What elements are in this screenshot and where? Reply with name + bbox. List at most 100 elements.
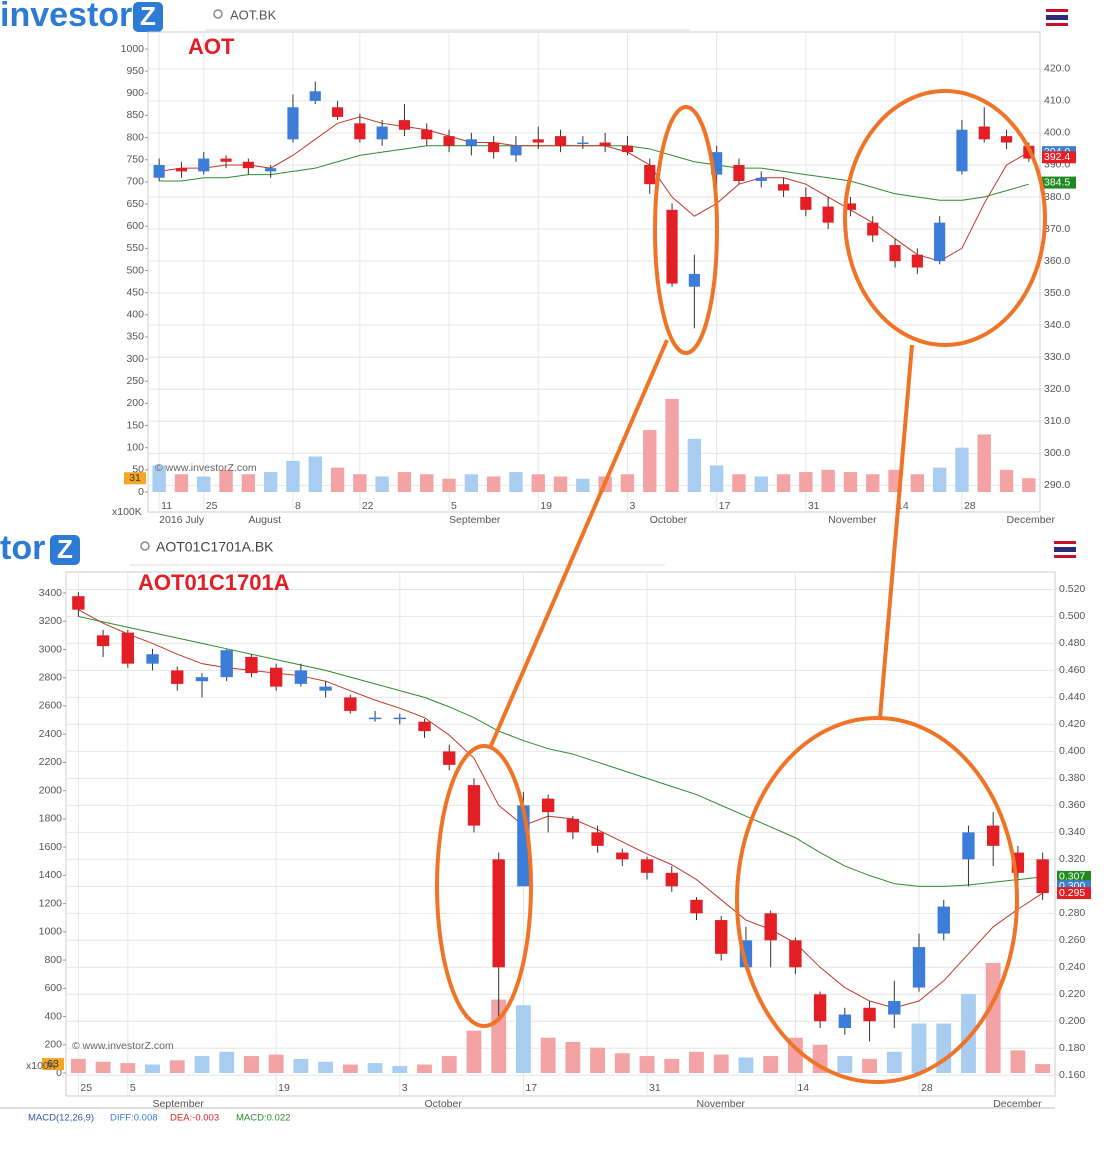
y-tick-label: 330.0 <box>1044 351 1070 363</box>
y-tick-label: 0.400 <box>1059 745 1085 757</box>
volume-bar <box>977 434 991 492</box>
volume-tick-label: 150 <box>126 419 144 431</box>
candle-body <box>418 721 431 732</box>
candle-body <box>532 139 544 143</box>
volume-bar <box>397 472 412 492</box>
x-tick-label: 14 <box>797 1082 809 1094</box>
volume-bar <box>353 474 367 492</box>
logo-box-2 <box>50 535 80 565</box>
y-tick-label: 300.0 <box>1044 447 1070 459</box>
flag-2[interactable] <box>1054 541 1076 558</box>
candle-body <box>331 107 344 117</box>
y-tick-label: 0.180 <box>1059 1042 1085 1054</box>
volume-tick-label: 50 <box>132 464 144 476</box>
month-label: September <box>153 1098 205 1110</box>
y-tick-label: 310.0 <box>1044 415 1070 427</box>
candle-body <box>621 145 634 153</box>
macd-label: DEA:-0.003 <box>170 1113 219 1124</box>
volume-tick-label: 2400 <box>39 728 63 740</box>
x-tick-label: 3 <box>402 1082 408 1094</box>
volume-bar <box>961 993 976 1073</box>
volume-tick-label: 750 <box>126 154 144 166</box>
volume-bar <box>219 469 233 492</box>
candle-body <box>96 635 110 647</box>
volume-tick-label: 200 <box>44 1039 62 1051</box>
volume-bar <box>799 472 813 492</box>
candle-body <box>146 654 159 664</box>
volume-bar <box>466 1030 482 1073</box>
volume-tick-label: 0 <box>56 1067 62 1079</box>
volume-tick-label: 800 <box>126 131 144 143</box>
volume-tick-label: 500 <box>126 264 144 276</box>
candle-body <box>465 139 477 146</box>
volume-bar <box>515 1005 531 1073</box>
volume-bar <box>837 1056 853 1073</box>
x-tick-label: 28 <box>964 500 976 512</box>
moving-average <box>159 145 1029 201</box>
flag[interactable] <box>1046 9 1068 26</box>
volume-tick-label: 3400 <box>39 587 63 599</box>
volume-tick-label: 350 <box>126 331 144 343</box>
moving-average <box>78 615 1043 887</box>
candle-body <box>294 670 308 684</box>
candle-body <box>171 670 184 684</box>
candle-body <box>838 1014 852 1029</box>
volume-bar <box>664 1058 680 1073</box>
x-tick-label: 8 <box>295 500 301 512</box>
volume-bar <box>999 469 1014 492</box>
volume-tick-label: 100 <box>126 441 144 453</box>
month-label: December <box>1007 514 1056 526</box>
volume-bar <box>219 1051 235 1073</box>
search-input[interactable]: AOT.BK <box>230 7 277 22</box>
candle-body <box>198 158 210 172</box>
watermark: © www.investorZ.com <box>72 1040 174 1052</box>
candle-body <box>764 913 777 941</box>
candle-body <box>789 940 802 968</box>
candle-body <box>344 697 357 711</box>
volume-bar <box>420 474 434 492</box>
macd-label: DIFF:0.008 <box>110 1113 158 1124</box>
candle-body <box>421 129 433 140</box>
x-tick-label: 17 <box>525 1082 537 1094</box>
candle-body <box>813 994 827 1022</box>
volume-bar <box>763 1056 779 1073</box>
y-tick-label: 0.340 <box>1059 826 1085 838</box>
price-marker-label: 384.5 <box>1044 176 1070 188</box>
volume-tick-label: 1600 <box>39 841 63 853</box>
annotations <box>435 89 1047 1084</box>
y-tick-label: 380.0 <box>1044 191 1070 203</box>
logo-z-2: Z <box>57 534 73 564</box>
candle-body <box>443 751 456 765</box>
volume-tick-label: 200 <box>126 397 144 409</box>
volume-tick-label: 2200 <box>39 756 63 768</box>
volume-bar <box>486 476 501 492</box>
volume-bar <box>821 469 835 492</box>
volume-marker <box>124 472 146 485</box>
x-tick-label: 5 <box>130 1082 136 1094</box>
volume-bar <box>375 476 389 492</box>
candle-body <box>354 123 366 140</box>
volume-bar <box>120 1063 136 1073</box>
volume-bar <box>392 1065 408 1073</box>
volume-tick-label: 400 <box>44 1010 62 1022</box>
candle-body <box>1036 859 1049 894</box>
candle-body <box>937 906 950 934</box>
candle-body <box>467 785 481 826</box>
volume-bar <box>540 1037 556 1073</box>
volume-bar <box>709 465 724 492</box>
volume-tick-label: 0 <box>138 486 144 498</box>
volume-marker-label: 63 <box>47 1058 59 1070</box>
candle-body <box>755 177 767 181</box>
volume-tick-label: 2000 <box>39 784 63 796</box>
volume-bar <box>244 1056 259 1073</box>
volume-bar <box>263 472 278 492</box>
volume-bar <box>639 1056 655 1073</box>
annotation-line <box>488 339 669 749</box>
volume-bar <box>293 1058 309 1073</box>
y-tick-label: 360.0 <box>1044 255 1070 267</box>
month-label: August <box>248 514 281 526</box>
candle-body <box>541 798 555 813</box>
search-input-2[interactable]: AOT01C1701A.BK <box>156 539 274 555</box>
